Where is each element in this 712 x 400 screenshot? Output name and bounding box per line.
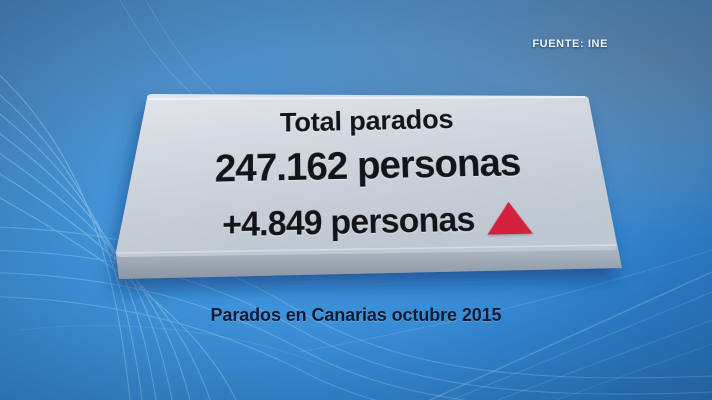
stat-card-content: Total parados 247.162 personas +4.849 pe…	[123, 87, 616, 271]
graphic-caption: Parados en Canarias octubre 2015	[210, 305, 502, 325]
triangle-up-icon	[485, 201, 533, 235]
card-delta-value: +4.849 personas	[222, 199, 476, 244]
source-attribution: FUENTE: INE	[532, 38, 608, 50]
card-delta-row: +4.849 personas	[124, 180, 614, 244]
